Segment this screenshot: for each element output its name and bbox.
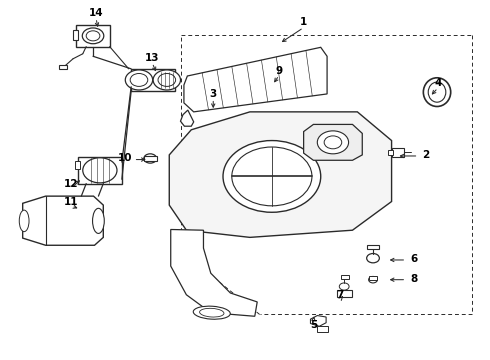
Text: 4: 4 (434, 78, 441, 88)
Polygon shape (311, 316, 326, 326)
Ellipse shape (193, 306, 230, 319)
Ellipse shape (130, 73, 148, 86)
Bar (388, 149, 393, 155)
Ellipse shape (125, 70, 153, 90)
Bar (369, 276, 377, 280)
Ellipse shape (82, 28, 104, 44)
Ellipse shape (144, 154, 157, 163)
Text: 11: 11 (64, 197, 79, 207)
Bar (144, 156, 157, 161)
Text: 14: 14 (89, 8, 103, 18)
Polygon shape (304, 125, 362, 160)
Text: 7: 7 (337, 290, 344, 300)
Polygon shape (184, 47, 327, 112)
Bar (76, 25, 110, 46)
Text: 6: 6 (410, 254, 417, 264)
Text: 12: 12 (64, 179, 79, 189)
Ellipse shape (368, 276, 377, 283)
Text: 8: 8 (410, 274, 417, 284)
Ellipse shape (367, 253, 379, 263)
Ellipse shape (428, 82, 446, 102)
Ellipse shape (153, 70, 180, 90)
Text: 5: 5 (310, 320, 317, 330)
Text: 2: 2 (422, 150, 429, 160)
Bar (73, 30, 78, 40)
Ellipse shape (158, 73, 175, 86)
Ellipse shape (318, 131, 348, 154)
Ellipse shape (339, 283, 349, 290)
Ellipse shape (232, 147, 312, 206)
Bar (318, 326, 328, 332)
Ellipse shape (423, 78, 451, 107)
Text: 9: 9 (276, 66, 283, 76)
Polygon shape (23, 196, 103, 245)
Bar (131, 69, 175, 91)
Polygon shape (169, 112, 392, 237)
Bar (367, 244, 379, 249)
Ellipse shape (93, 208, 104, 233)
Text: 3: 3 (210, 89, 217, 99)
Ellipse shape (199, 308, 224, 317)
Ellipse shape (83, 158, 117, 183)
Bar (59, 64, 67, 69)
Polygon shape (171, 229, 257, 316)
Bar (341, 275, 348, 279)
Ellipse shape (223, 140, 321, 212)
Ellipse shape (324, 136, 342, 149)
Text: 10: 10 (118, 153, 132, 163)
Polygon shape (180, 110, 194, 126)
Text: 1: 1 (300, 17, 307, 27)
Bar (392, 148, 404, 157)
Ellipse shape (19, 210, 29, 231)
Bar (78, 157, 122, 184)
Ellipse shape (86, 31, 100, 41)
Text: 13: 13 (145, 53, 159, 63)
Bar (75, 161, 80, 169)
Bar (337, 290, 352, 297)
